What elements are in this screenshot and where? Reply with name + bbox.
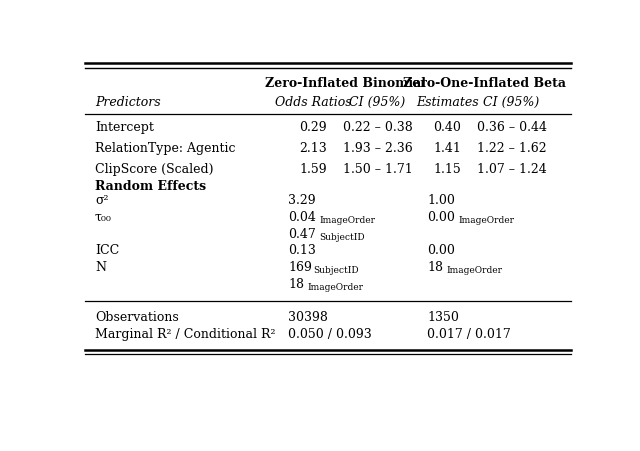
Text: 1.93 – 2.36: 1.93 – 2.36 [343,142,412,155]
Text: Zero-Inflated Binomial: Zero-Inflated Binomial [265,77,426,90]
Text: Estimates: Estimates [416,96,478,109]
Text: 0.47: 0.47 [288,227,316,240]
Text: ImageOrder: ImageOrder [447,267,502,275]
Text: RelationType: Agentic: RelationType: Agentic [95,142,236,155]
Text: 0.00: 0.00 [428,211,455,224]
Text: τ₀₀: τ₀₀ [95,211,112,224]
Text: 0.13: 0.13 [288,244,316,257]
Text: ClipScore (Scaled): ClipScore (Scaled) [95,163,213,176]
Text: CI (95%): CI (95%) [483,96,540,109]
Text: Observations: Observations [95,311,179,324]
Text: SubjectID: SubjectID [314,267,359,275]
Text: Zero-One-Inflated Beta: Zero-One-Inflated Beta [403,77,566,90]
Text: N: N [95,261,106,274]
Text: Intercept: Intercept [95,121,154,134]
Text: 1.00: 1.00 [428,194,455,207]
Text: 0.00: 0.00 [428,244,455,257]
Text: 0.017 / 0.017: 0.017 / 0.017 [428,328,511,341]
Text: Random Effects: Random Effects [95,179,206,193]
Text: 0.04: 0.04 [288,211,316,224]
Text: ImageOrder: ImageOrder [458,216,515,226]
Text: 18: 18 [428,261,443,274]
Text: Predictors: Predictors [95,96,161,109]
Text: 3.29: 3.29 [288,194,316,207]
Text: Marginal R² / Conditional R²: Marginal R² / Conditional R² [95,328,275,341]
Text: 2.13: 2.13 [300,142,327,155]
Text: 18: 18 [288,277,305,290]
Text: ImageOrder: ImageOrder [319,216,376,226]
Text: 0.29: 0.29 [300,121,327,134]
Text: 0.36 – 0.44: 0.36 – 0.44 [477,121,547,134]
Text: 1.07 – 1.24: 1.07 – 1.24 [477,163,547,176]
Text: 30398: 30398 [288,311,328,324]
Text: Odds Ratios: Odds Ratios [275,96,351,109]
Text: 1.50 – 1.71: 1.50 – 1.71 [343,163,412,176]
Text: 169: 169 [288,261,312,274]
Text: SubjectID: SubjectID [319,233,365,242]
Text: 1.22 – 1.62: 1.22 – 1.62 [477,142,547,155]
Text: 1.59: 1.59 [300,163,327,176]
Text: ICC: ICC [95,244,119,257]
Text: 0.40: 0.40 [433,121,461,134]
Text: ImageOrder: ImageOrder [308,283,364,292]
Text: 0.22 – 0.38: 0.22 – 0.38 [343,121,412,134]
Text: 1.15: 1.15 [433,163,461,176]
Text: 0.050 / 0.093: 0.050 / 0.093 [288,328,372,341]
Text: 1.41: 1.41 [433,142,461,155]
Text: σ²: σ² [95,194,108,207]
Text: 1350: 1350 [428,311,459,324]
Text: CI (95%): CI (95%) [349,96,406,109]
